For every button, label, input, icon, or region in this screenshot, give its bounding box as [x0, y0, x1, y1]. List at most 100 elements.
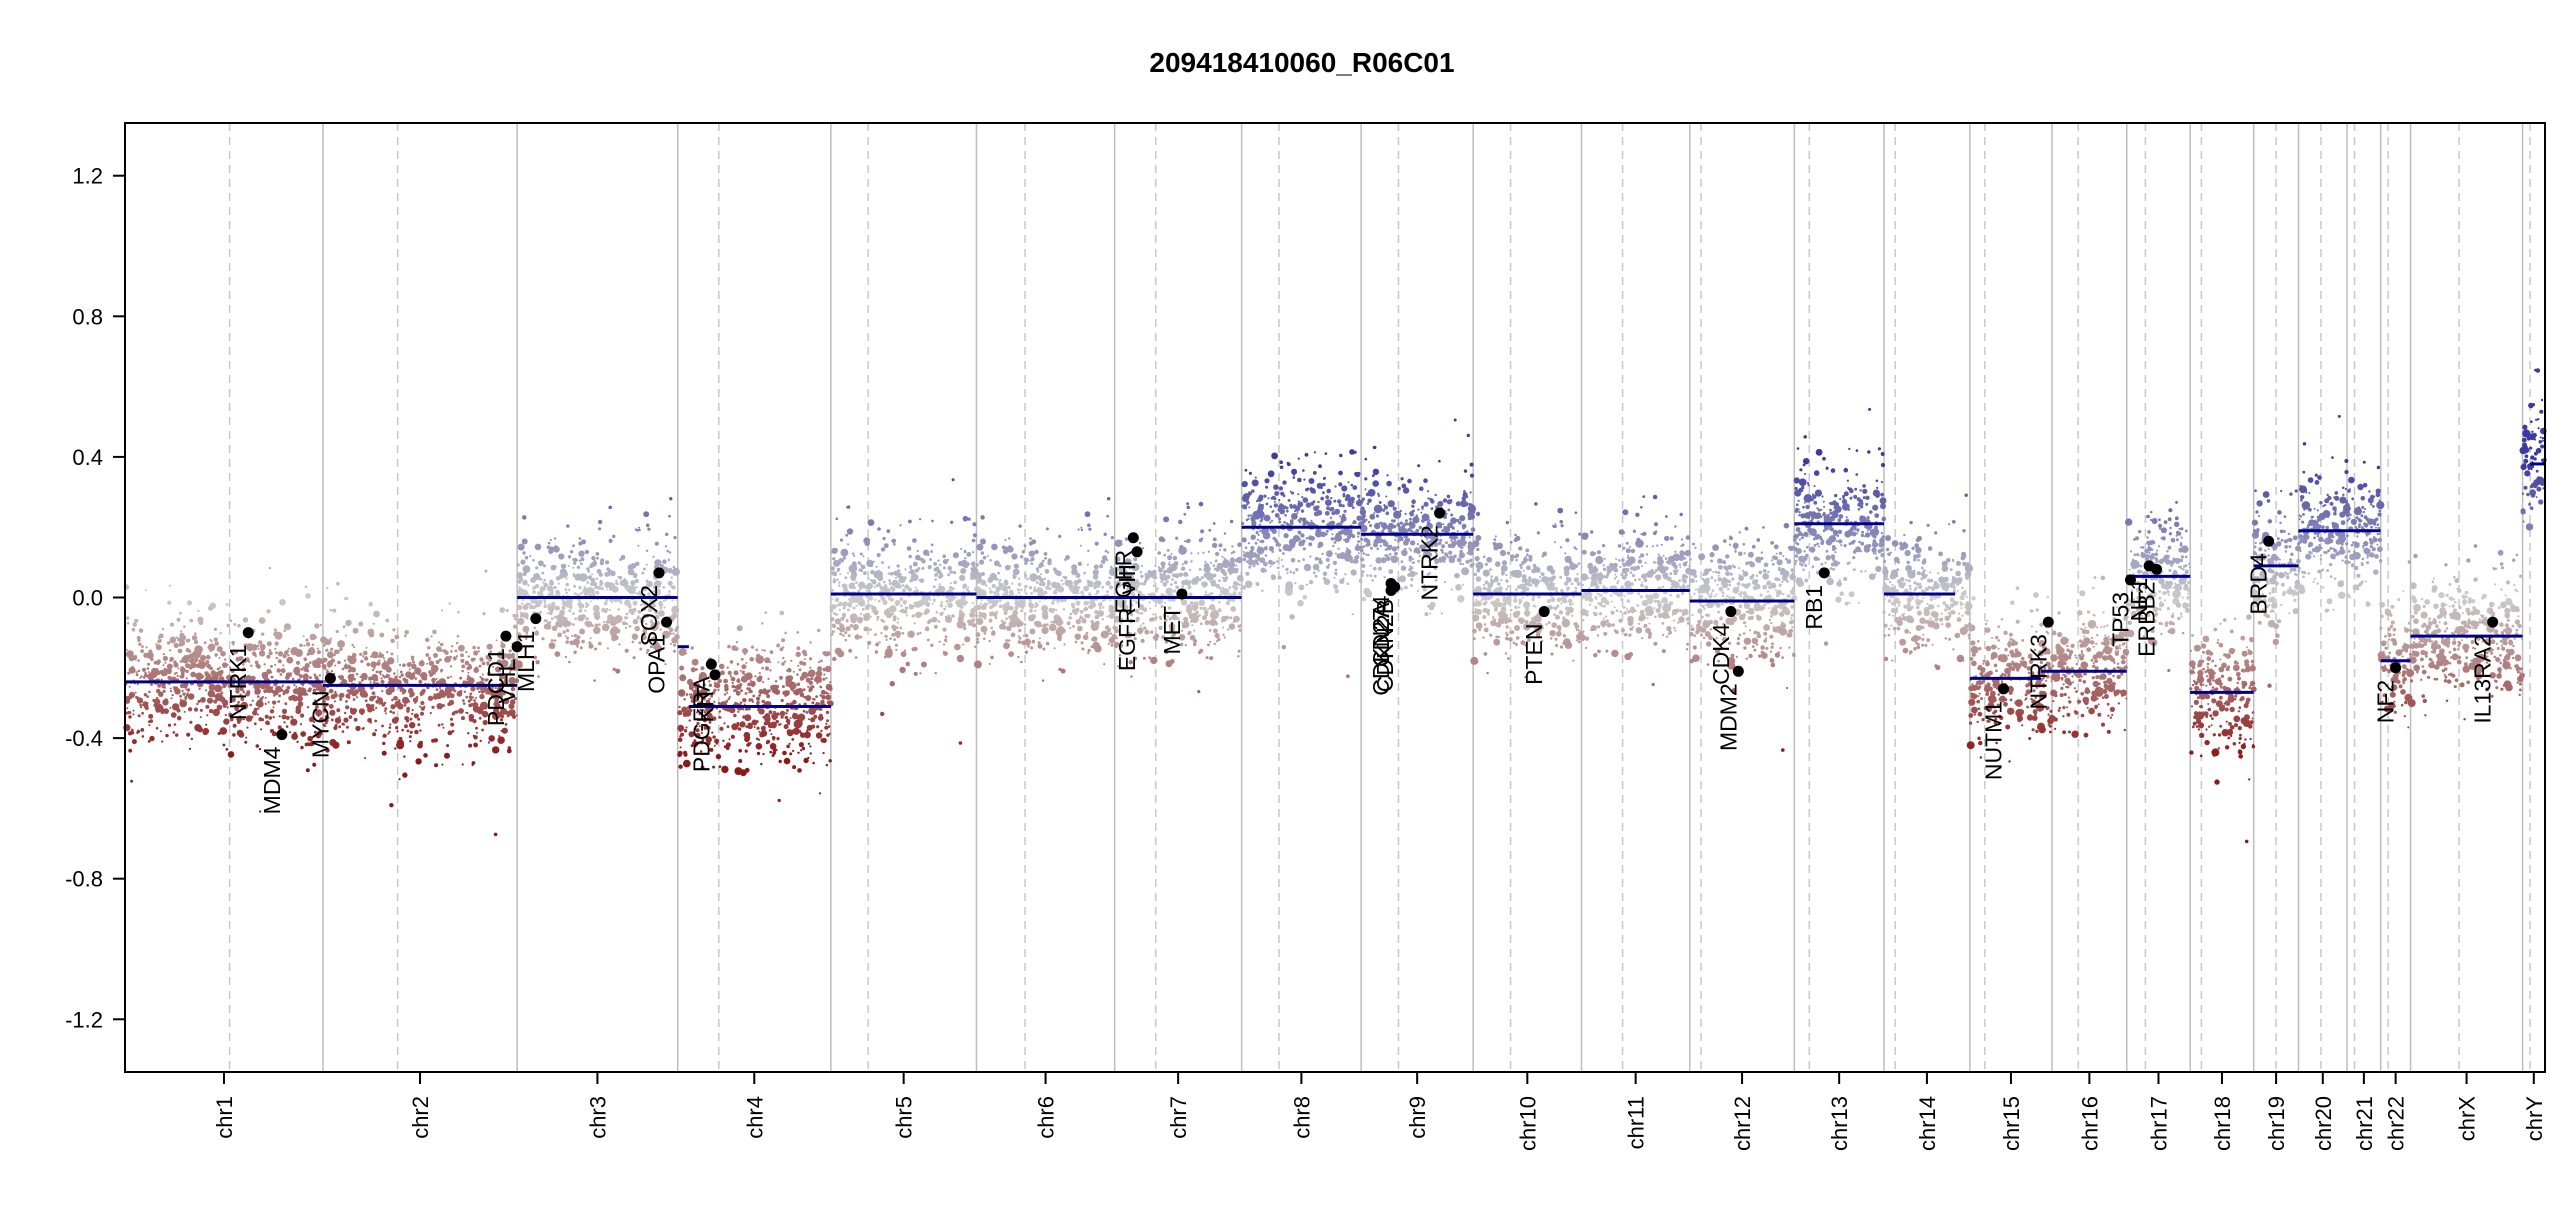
- probe-point: [1323, 572, 1328, 577]
- probe-point: [1039, 601, 1041, 603]
- probe-point: [138, 643, 141, 646]
- probe-point: [572, 558, 575, 561]
- probe-point: [127, 672, 130, 675]
- probe-point: [191, 738, 193, 740]
- probe-point: [1372, 474, 1375, 477]
- probe-point: [378, 697, 383, 702]
- probe-point: [481, 729, 484, 732]
- probe-point: [407, 672, 411, 676]
- probe-point: [1056, 571, 1062, 577]
- probe-point: [1338, 482, 1342, 486]
- probe-point: [497, 736, 505, 744]
- probe-point: [778, 661, 780, 663]
- probe-point: [148, 740, 151, 743]
- probe-point: [1401, 477, 1404, 480]
- probe-point: [182, 690, 184, 692]
- probe-point: [1162, 575, 1168, 581]
- probe-point: [1217, 638, 1220, 641]
- probe-point: [140, 728, 144, 732]
- probe-point: [1301, 518, 1306, 523]
- probe-point: [816, 732, 822, 738]
- probe-point: [836, 518, 839, 521]
- probe-point: [148, 671, 150, 673]
- probe-point: [295, 686, 297, 688]
- probe-point: [596, 618, 599, 621]
- probe-point: [1054, 619, 1056, 621]
- probe-point: [139, 628, 144, 633]
- probe-point: [1309, 580, 1313, 584]
- probe-point: [828, 725, 831, 728]
- probe-point: [782, 685, 785, 688]
- probe-point: [1150, 657, 1157, 664]
- probe-point: [591, 556, 595, 560]
- probe-point: [1346, 674, 1350, 678]
- probe-point: [1107, 616, 1109, 618]
- probe-point: [463, 702, 466, 705]
- probe-point: [1258, 503, 1261, 506]
- probe-point: [1342, 514, 1346, 518]
- probe-point: [825, 666, 831, 672]
- probe-point: [668, 569, 673, 574]
- probe-point: [1075, 634, 1081, 640]
- probe-point: [344, 597, 347, 600]
- probe-point: [384, 660, 386, 662]
- probe-point: [1087, 550, 1089, 552]
- probe-point: [1291, 513, 1298, 520]
- probe-point: [1335, 485, 1337, 487]
- probe-point: [683, 751, 687, 755]
- probe-point: [219, 689, 222, 692]
- probe-point: [1024, 612, 1027, 615]
- probe-point: [1215, 633, 1220, 638]
- probe-point: [823, 673, 825, 675]
- probe-point: [532, 580, 535, 583]
- probe-point: [393, 696, 398, 701]
- probe-point: [469, 693, 472, 696]
- probe-point: [1070, 617, 1072, 619]
- probe-point: [563, 617, 567, 621]
- probe-point: [1081, 641, 1084, 644]
- probe-point: [1444, 581, 1446, 583]
- probe-point: [273, 706, 275, 708]
- probe-point: [1004, 583, 1006, 585]
- probe-point: [265, 689, 267, 691]
- probe-point: [832, 657, 836, 661]
- probe-point: [1011, 583, 1013, 585]
- probe-point: [196, 664, 201, 669]
- probe-point: [385, 619, 389, 623]
- probe-point: [1188, 631, 1192, 635]
- probe-point: [522, 580, 528, 586]
- probe-point: [1153, 599, 1156, 602]
- probe-point: [837, 570, 839, 572]
- probe-point: [1169, 562, 1171, 564]
- probe-point: [1083, 586, 1089, 592]
- probe-point: [1225, 592, 1228, 595]
- probe-point: [1159, 573, 1161, 575]
- probe-point: [781, 638, 785, 642]
- probe-point: [778, 724, 780, 726]
- probe-point: [609, 539, 613, 543]
- probe-point: [1121, 543, 1123, 545]
- probe-point: [273, 694, 276, 697]
- probe-point: [303, 657, 307, 661]
- probe-point: [672, 585, 676, 589]
- probe-point: [1302, 539, 1306, 543]
- probe-point: [194, 708, 198, 712]
- probe-point: [419, 729, 421, 731]
- probe-point: [671, 606, 679, 614]
- probe-point: [837, 650, 844, 657]
- probe-point: [1278, 499, 1280, 501]
- probe-point: [1178, 520, 1182, 524]
- probe-point: [779, 676, 783, 680]
- probe-point: [591, 573, 593, 575]
- probe-point: [1200, 607, 1203, 610]
- probe-point: [952, 478, 955, 481]
- probe-point: [845, 576, 848, 579]
- probe-point: [1383, 504, 1385, 506]
- probe-point: [1186, 502, 1189, 505]
- probe-point: [214, 653, 217, 656]
- probe-point: [407, 730, 410, 733]
- probe-point: [853, 607, 856, 610]
- probe-point: [378, 671, 381, 674]
- probe-point: [343, 625, 346, 628]
